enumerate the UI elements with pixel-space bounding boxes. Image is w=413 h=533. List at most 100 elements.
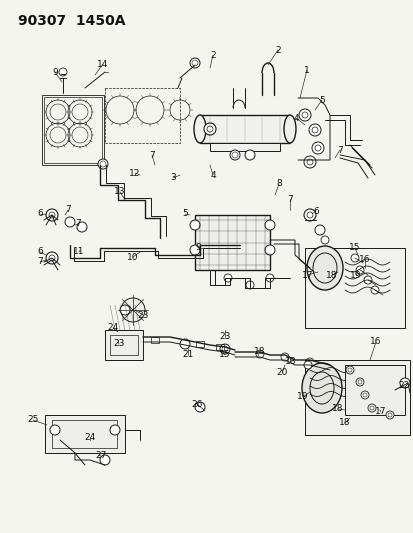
Ellipse shape [301,363,341,413]
Text: 23: 23 [137,311,148,319]
Text: 12: 12 [129,168,140,177]
Circle shape [266,274,273,282]
Bar [344,365,404,415]
Circle shape [121,298,145,322]
Text: 2: 2 [275,45,280,54]
Text: 17: 17 [301,271,313,279]
Circle shape [311,142,323,154]
Circle shape [50,425,60,435]
Text: 1: 1 [304,66,309,75]
Text: 23: 23 [113,340,124,349]
Circle shape [320,236,328,244]
Circle shape [223,274,231,282]
Circle shape [110,425,120,435]
Circle shape [360,391,368,399]
Text: 16: 16 [358,255,370,264]
Circle shape [190,58,199,68]
Text: 21: 21 [182,351,193,359]
Circle shape [120,305,130,315]
Text: 24: 24 [84,433,95,442]
Bar [44,97,102,163]
Bar [195,215,269,270]
Text: 19: 19 [297,392,308,401]
Text: 7: 7 [287,195,292,204]
Circle shape [305,358,313,366]
Bar [52,420,117,448]
Circle shape [314,225,324,235]
Circle shape [230,150,240,160]
Bar [151,337,159,343]
Circle shape [46,252,58,264]
Circle shape [98,159,108,169]
Text: 15: 15 [349,244,360,253]
Bar [199,115,289,143]
Text: 5: 5 [182,209,188,219]
Circle shape [192,60,197,66]
Text: 17: 17 [374,408,386,416]
Text: 16: 16 [369,337,381,346]
Circle shape [399,378,409,388]
Ellipse shape [283,115,295,143]
Text: 7: 7 [65,206,71,214]
Circle shape [195,402,204,412]
Text: 8: 8 [275,180,281,189]
Text: 6: 6 [312,206,318,215]
Text: 90307  1450A: 90307 1450A [18,14,125,28]
Text: 4: 4 [292,114,298,123]
Circle shape [363,276,371,284]
Text: 2: 2 [210,51,215,60]
Text: 15: 15 [219,351,230,359]
Circle shape [264,245,274,255]
Text: 6: 6 [37,209,43,219]
Circle shape [385,411,393,419]
Text: 18: 18 [285,358,296,367]
Ellipse shape [194,115,206,143]
Circle shape [367,404,375,412]
Text: 7: 7 [336,146,342,155]
Bar [216,344,223,350]
Text: 27: 27 [95,451,107,461]
Text: 22: 22 [397,382,408,391]
Circle shape [190,245,199,255]
Circle shape [65,217,75,227]
Circle shape [350,254,358,262]
Circle shape [264,220,274,230]
Text: 20: 20 [275,368,287,377]
Text: 9: 9 [52,68,58,77]
Text: 13: 13 [114,188,126,197]
Circle shape [204,123,216,135]
Circle shape [100,455,110,465]
Ellipse shape [306,246,342,290]
Bar [45,415,125,453]
Bar [304,248,404,328]
Text: 14: 14 [97,60,109,69]
Circle shape [219,344,230,354]
Circle shape [180,339,190,349]
Text: 19: 19 [349,271,361,279]
Circle shape [370,286,378,294]
Text: 7: 7 [75,220,81,229]
Text: 5: 5 [318,95,324,104]
Circle shape [59,68,67,76]
Bar [195,341,204,347]
Circle shape [46,209,58,221]
Circle shape [355,266,363,274]
Circle shape [298,109,310,121]
Bar [304,360,409,435]
Ellipse shape [312,253,336,283]
Text: 4: 4 [210,171,215,180]
Text: 11: 11 [73,247,85,256]
Text: 18: 18 [254,348,265,357]
Text: 7: 7 [37,257,43,266]
Text: 6: 6 [37,247,43,256]
Text: 25: 25 [27,416,38,424]
Circle shape [280,353,288,361]
Circle shape [308,124,320,136]
Circle shape [244,150,254,160]
Circle shape [245,281,254,289]
Bar [110,335,138,355]
Circle shape [303,209,315,221]
Circle shape [77,222,87,232]
Text: 18: 18 [332,405,343,414]
Text: 26: 26 [191,400,202,409]
